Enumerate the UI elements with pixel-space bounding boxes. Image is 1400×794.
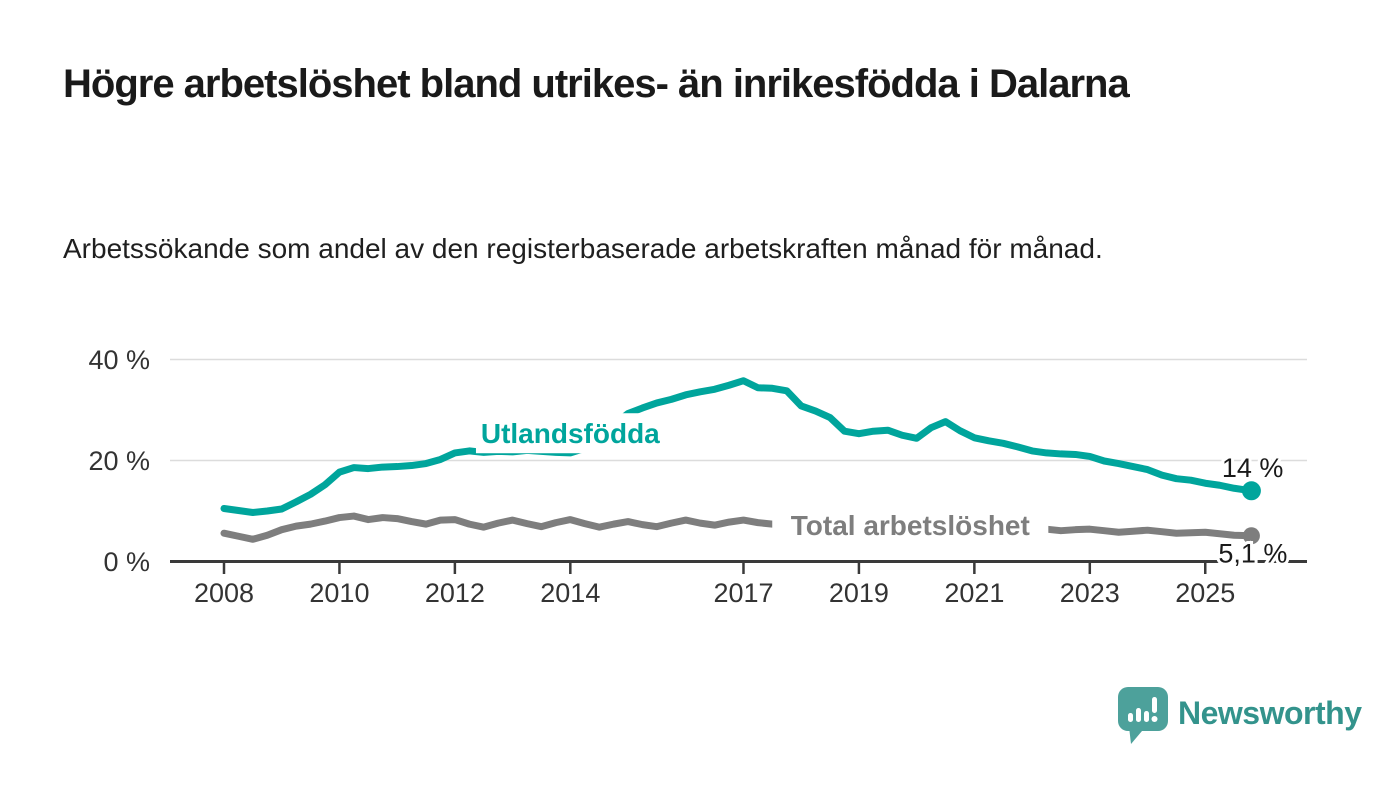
series-label: Total arbetslöshet [791,510,1030,541]
x-axis-tick-label: 2021 [944,578,1004,608]
series-end-value-label: 5,1 % [1218,539,1287,569]
page-subtitle: Arbetssökande som andel av den registerb… [63,233,1103,264]
newsworthy-bubble-icon [1118,687,1168,744]
y-axis-tick-label: 40 % [88,345,150,375]
series-label-mask [475,413,665,454]
y-axis-tick-label: 20 % [88,446,150,476]
x-axis-tick-label: 2010 [309,578,369,608]
series-end-value-label: 14 % [1222,453,1284,483]
series-end-dot [1241,481,1261,501]
series-label: Utlandsfödda [481,418,660,449]
series-label-mask [772,505,1049,546]
y-axis-tick-label: 0 % [103,547,150,577]
series-line-utlandsfodda [220,377,1255,517]
brand-logo: Newsworthy [1118,687,1362,746]
x-axis-tick-label: 2017 [713,578,773,608]
x-axis-tick-label: 2012 [425,578,485,608]
x-axis-tick-label: 2023 [1060,578,1120,608]
page-title: Högre arbetslöshet bland utrikes- än inr… [63,62,1130,106]
brand-name: Newsworthy [1178,695,1362,731]
x-axis-tick-label: 2014 [540,578,600,608]
x-axis-tick-label: 2019 [829,578,889,608]
x-axis-tick-label: 2008 [194,578,254,608]
series-line-total [220,512,1255,543]
series-end-dot [1242,527,1260,545]
x-axis-tick-label: 2025 [1175,578,1235,608]
